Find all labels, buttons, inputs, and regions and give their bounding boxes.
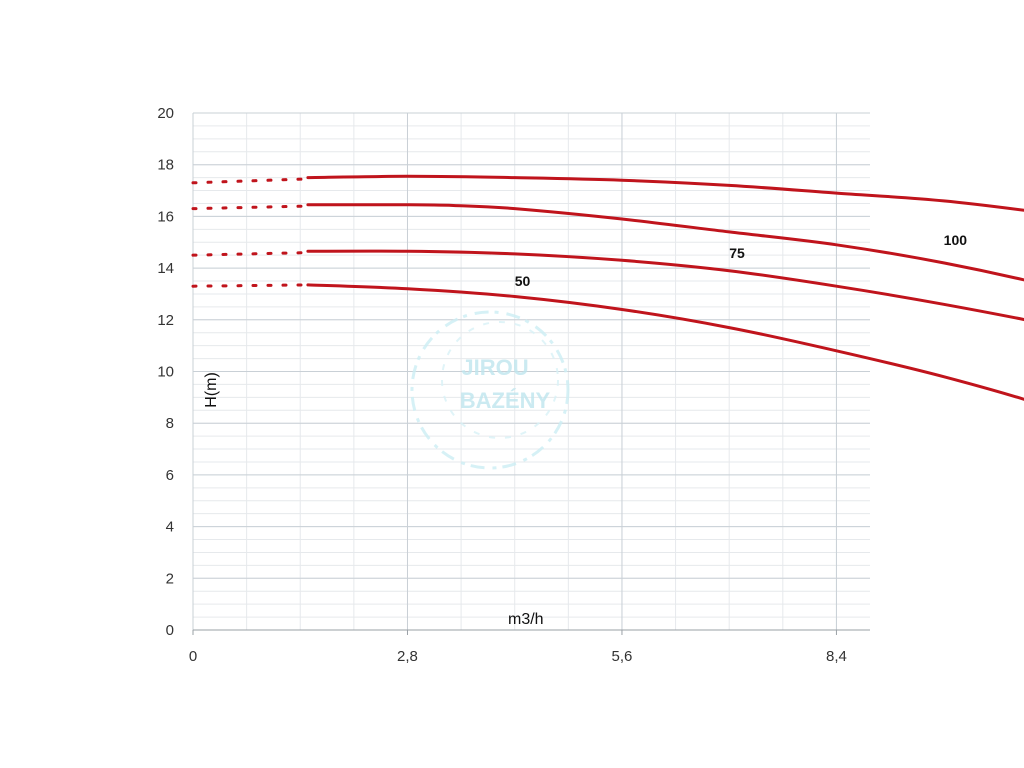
y-tick-label: 6 <box>166 467 174 484</box>
series-100-line <box>306 203 1024 282</box>
series-75-line <box>306 249 1024 322</box>
series-150: 150 <box>191 174 1024 212</box>
y-tick-label: 2 <box>166 570 174 587</box>
series-150-line <box>306 174 1024 212</box>
y-tick-label: 12 <box>157 312 174 329</box>
watermark-text-2: BAZÉNY <box>460 388 551 413</box>
y-tick-label: 20 <box>157 105 174 122</box>
y-tick-label: 10 <box>157 364 174 381</box>
series-75: 75 <box>191 245 1024 322</box>
x-tick-label: 5,6 <box>612 648 633 665</box>
y-tick-label: 4 <box>166 519 174 536</box>
series-50-dotted-extension <box>191 283 310 288</box>
series-100: 100 <box>191 203 1024 282</box>
grid-major <box>192 112 870 631</box>
series-150-dotted-extension <box>191 177 310 185</box>
watermark-text-1: JIROU <box>461 355 528 380</box>
x-tick-label: 8,4 <box>826 648 847 665</box>
series-50-label: 50 <box>515 273 531 289</box>
x-tick-label: 2,8 <box>397 648 418 665</box>
series-75-label: 75 <box>729 245 745 261</box>
watermark-splash-inner <box>441 321 559 439</box>
x-axis-title: m3/h <box>508 611 544 628</box>
y-tick-label: 18 <box>157 157 174 174</box>
watermark-splash <box>410 310 570 470</box>
y-tick-label: 8 <box>166 415 174 432</box>
y-axis-title: H(m) <box>203 372 220 408</box>
y-tick-label: 0 <box>166 622 174 639</box>
series-75-dotted-extension <box>191 251 310 257</box>
series-100-label: 100 <box>944 232 968 248</box>
watermark-logo: JIROU BAZÉNY <box>410 310 570 470</box>
series-50-line <box>306 283 1024 401</box>
x-tick-label: 0 <box>189 648 197 665</box>
y-tick-label: 16 <box>157 208 174 225</box>
y-tick-label: 14 <box>157 260 174 277</box>
series-layer: 50 75 100 150 <box>191 174 1024 401</box>
y-axis-ticks: 0 2 4 6 8 10 12 14 16 18 20 <box>157 105 174 639</box>
series-50: 50 <box>191 273 1024 401</box>
series-100-dotted-extension <box>191 204 310 211</box>
